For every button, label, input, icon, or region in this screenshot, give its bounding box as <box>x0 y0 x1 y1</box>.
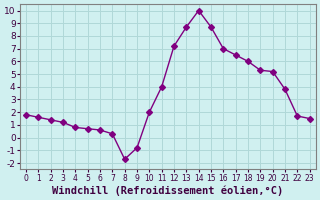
X-axis label: Windchill (Refroidissement éolien,°C): Windchill (Refroidissement éolien,°C) <box>52 185 284 196</box>
